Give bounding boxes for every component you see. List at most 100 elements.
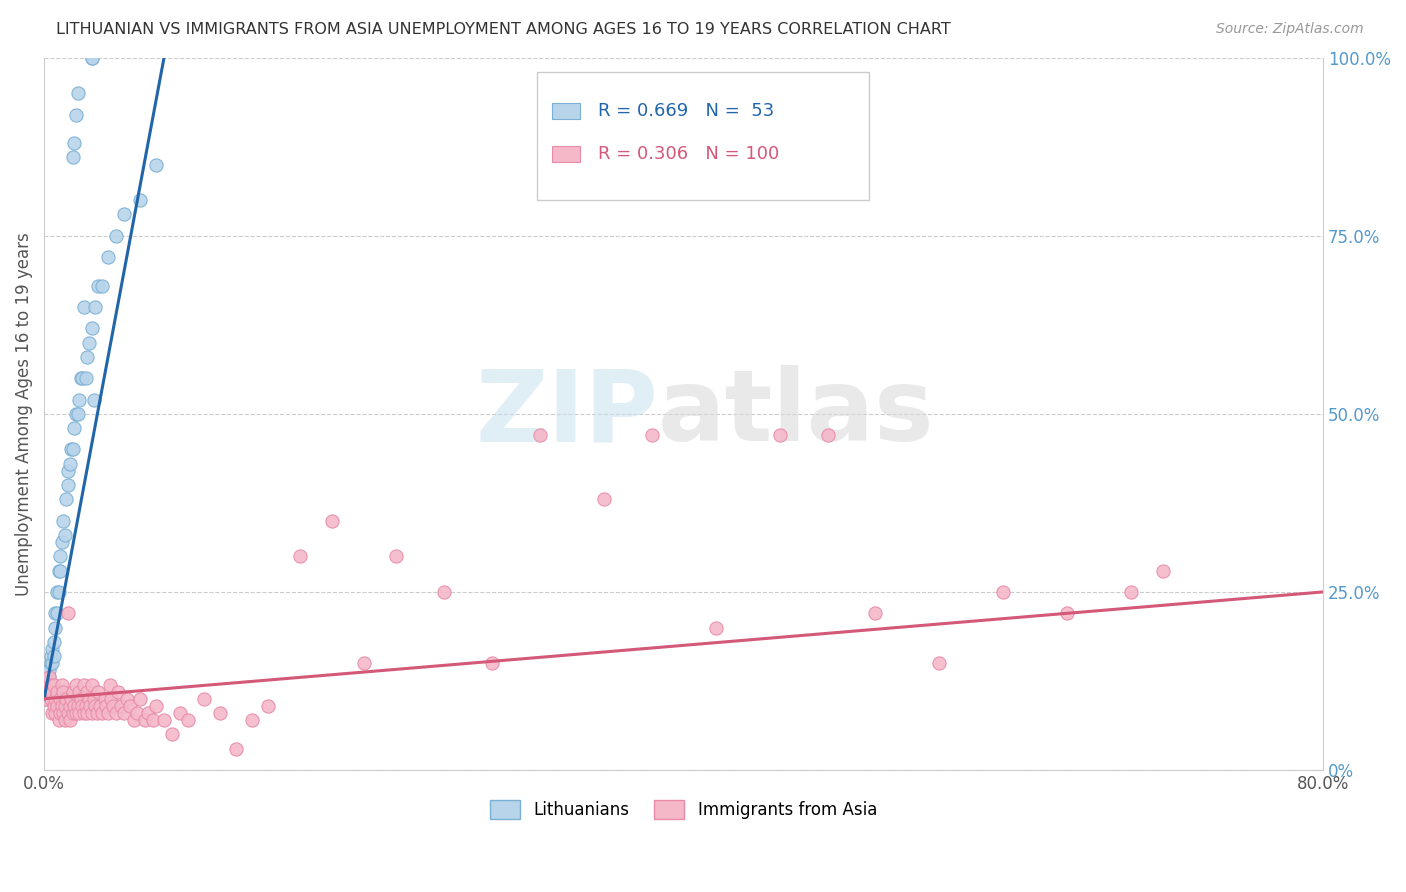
Point [76,706,98,720]
Point [67,684,90,698]
Point [73,706,96,720]
Point [592,492,614,507]
Point [55,691,77,706]
Point [73,300,96,314]
Point [76,684,98,698]
Point [105,228,128,243]
Point [80,706,103,720]
Point [817,428,839,442]
Point [67,392,90,407]
Point [42,677,65,691]
Point [53,528,76,542]
Point [39,648,62,663]
Text: atlas: atlas [658,366,935,462]
Point [42,634,65,648]
Point [44,691,66,706]
Point [53,698,76,713]
Point [62,442,84,457]
Point [75,371,97,385]
Point [1056,607,1078,621]
Point [37,677,59,691]
Point [59,698,82,713]
Point [49,564,72,578]
FancyBboxPatch shape [537,72,869,200]
Point [160,727,183,741]
FancyBboxPatch shape [553,103,581,119]
Point [1121,585,1143,599]
Point [66,407,89,421]
Y-axis label: Unemployment Among Ages 16 to 19 years: Unemployment Among Ages 16 to 19 years [15,232,32,596]
Point [65,677,87,691]
Point [39,691,62,706]
Point [41,656,63,670]
Point [45,585,67,599]
Point [44,621,66,635]
FancyBboxPatch shape [553,146,581,161]
Point [80,51,103,65]
Point [321,514,343,528]
Point [56,464,79,478]
Point [66,87,89,101]
Point [101,698,124,713]
Point [76,350,98,364]
Point [145,698,167,713]
Point [90,278,112,293]
Point [86,706,108,720]
Point [129,691,152,706]
Point [38,670,60,684]
Text: R = 0.669   N =  53: R = 0.669 N = 53 [598,102,775,120]
Point [89,698,111,713]
Point [142,713,165,727]
Point [84,300,107,314]
Point [38,677,60,691]
Point [72,698,94,713]
Point [49,691,72,706]
Point [928,656,950,670]
Point [90,706,112,720]
Point [49,706,72,720]
Point [640,428,662,442]
Point [60,691,83,706]
Point [38,663,60,677]
Point [353,656,375,670]
Point [97,250,120,264]
Point [169,706,191,720]
Point [45,698,67,713]
Point [993,585,1015,599]
Point [62,684,84,698]
Point [529,428,551,442]
Point [120,698,142,713]
Point [80,677,103,691]
Point [53,713,76,727]
Point [107,684,129,698]
Legend: Lithuanians, Immigrants from Asia: Lithuanians, Immigrants from Asia [484,793,884,826]
Point [100,691,122,706]
Point [73,677,96,691]
Point [65,706,87,720]
Point [79,698,101,713]
Point [208,706,231,720]
Point [865,607,887,621]
Point [66,698,89,713]
Point [42,648,65,663]
Point [56,706,79,720]
Point [67,706,90,720]
Point [83,392,105,407]
Point [65,108,87,122]
Point [49,549,72,564]
Point [1152,564,1174,578]
Point [51,698,73,713]
Point [70,371,93,385]
Point [80,321,103,335]
Point [41,706,63,720]
Point [38,670,60,684]
Point [225,741,247,756]
Point [63,421,86,435]
Point [62,706,84,720]
Point [94,691,117,706]
Point [51,677,73,691]
Point [83,691,105,706]
Point [70,691,93,706]
Text: R = 0.306   N = 100: R = 0.306 N = 100 [598,145,779,163]
Point [56,607,79,621]
